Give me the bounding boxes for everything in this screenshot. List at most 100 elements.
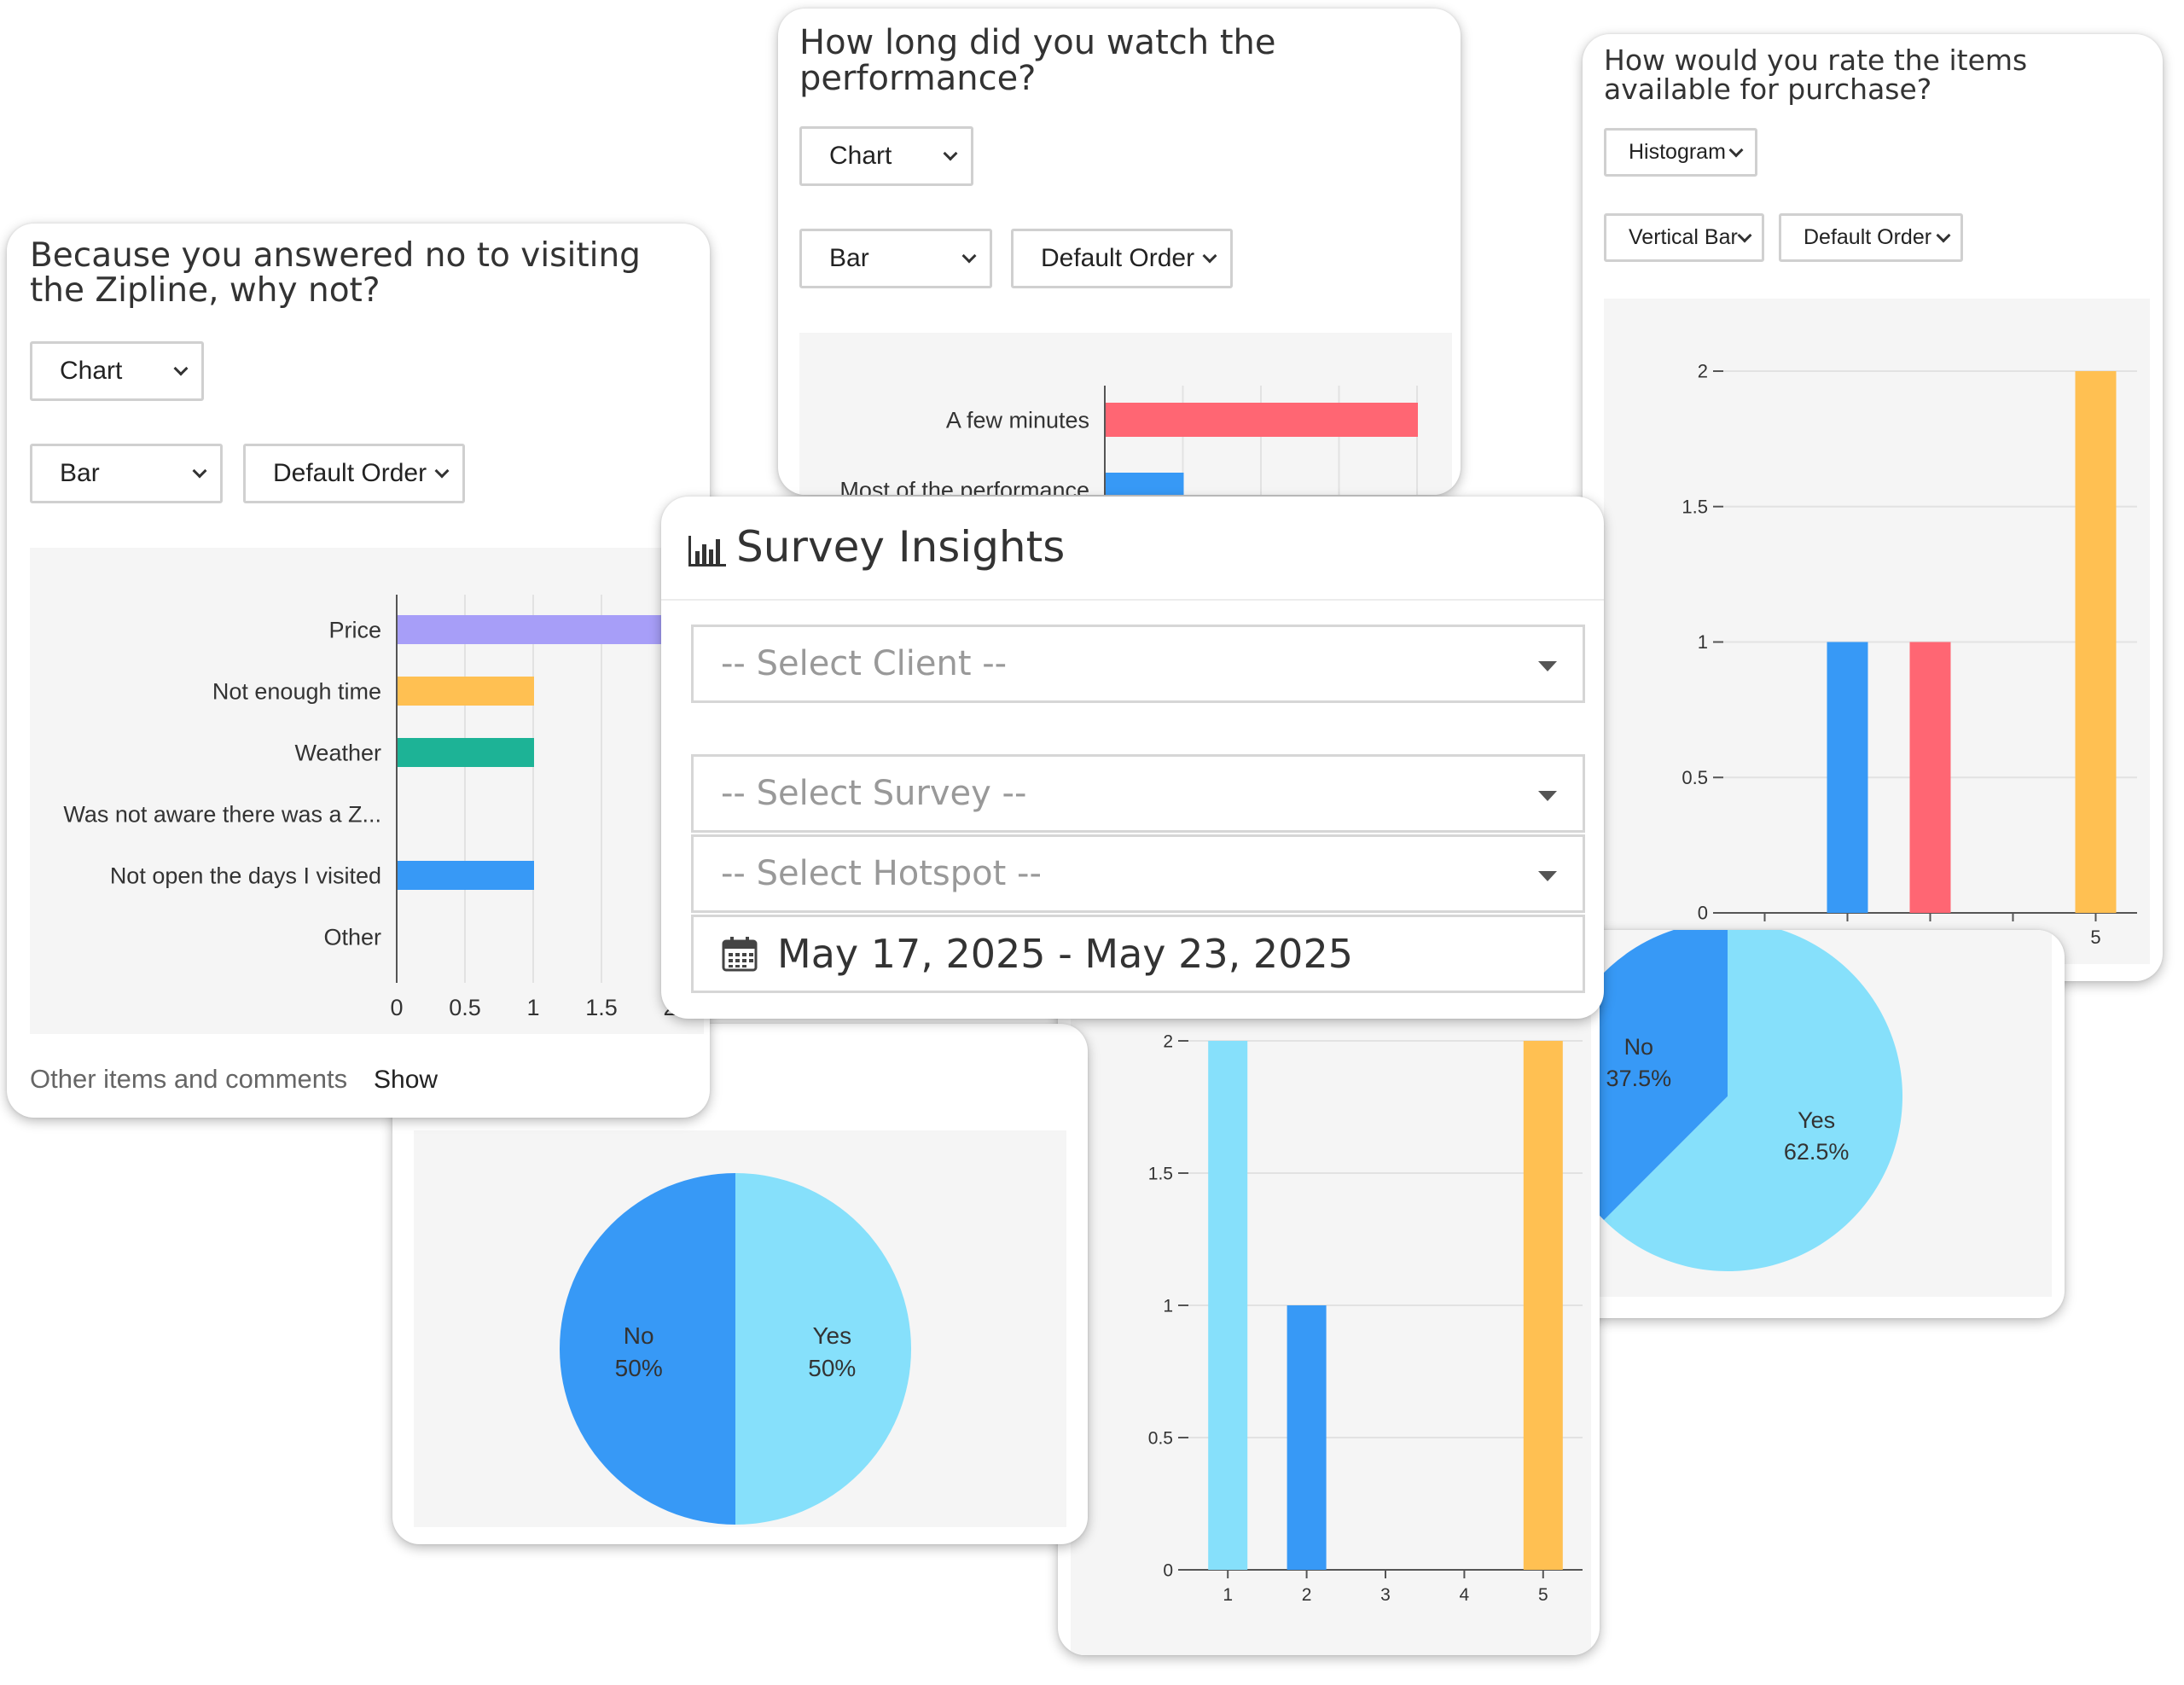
chevron-down-icon (434, 463, 450, 479)
category-label: Weather (294, 740, 381, 765)
hotspot-select-placeholder: -- Select Hotspot -- (721, 854, 1042, 893)
pie-chart-card-left: Yes 50% No 50% (392, 1024, 1088, 1544)
chart-type-select[interactable]: Vertical Bar (1604, 213, 1764, 262)
bar-chart: A few minutes Most of the performance (839, 386, 1418, 495)
slice-percent: 37.5% (1606, 1066, 1672, 1091)
chart-type-value: Bar (60, 459, 100, 487)
items-rating-card: How would you rate the items available f… (1583, 34, 2163, 981)
show-comments-link[interactable]: Show (374, 1066, 439, 1094)
chart-area: Price Not enough time Weather Was not aware… (30, 548, 704, 1034)
x-tick-label: 2 (1302, 1585, 1312, 1605)
other-items-label: Other items and comments (30, 1064, 348, 1094)
x-tick-label: 5 (1538, 1585, 1548, 1605)
pie-chart: Yes 62.5% No 37.5% (1570, 930, 1902, 1271)
category-label: A few minutes (946, 407, 1089, 433)
y-tick-label: 1 (1163, 1296, 1173, 1316)
display-mode-select[interactable]: Chart (799, 126, 973, 186)
bar-chart-card-bottom: 0 0.5 1 1.5 2 1 2 3 4 5 (1058, 981, 1600, 1655)
chart-type-value: Bar (829, 244, 869, 272)
slice-percent: 50% (615, 1355, 663, 1381)
category-label: Other (323, 924, 381, 950)
bar (398, 615, 671, 644)
order-select[interactable]: Default Order (1779, 213, 1963, 262)
y-tick-label: 1 (1698, 631, 1708, 653)
bar-chart-icon (688, 536, 726, 567)
x-tick-label: 0 (390, 995, 403, 1020)
slice-label: Yes (812, 1322, 851, 1349)
x-tick-label: 1 (1223, 1585, 1233, 1605)
hotspot-select[interactable]: -- Select Hotspot -- (691, 834, 1585, 913)
bar (398, 677, 534, 706)
category-label: Not enough time (212, 678, 381, 704)
order-select[interactable]: Default Order (1011, 229, 1233, 288)
caret-down-icon (1538, 791, 1557, 801)
slice-label: Yes (1798, 1107, 1835, 1133)
chevron-down-icon (943, 146, 958, 161)
date-range-input[interactable]: May 17, 2025 - May 23, 2025 (691, 915, 1585, 993)
survey-select[interactable]: -- Select Survey -- (691, 754, 1585, 833)
bar (1827, 642, 1868, 913)
y-tick-label: 1.5 (1682, 496, 1708, 517)
order-value: Default Order (1804, 225, 1932, 249)
bar (1287, 1305, 1327, 1570)
caret-down-icon (1538, 871, 1557, 881)
display-mode-select[interactable]: Histogram (1604, 128, 1757, 177)
question-title: Because you answered no to visiting the … (30, 236, 641, 310)
chart-area: A few minutes Most of the performance (799, 333, 1452, 495)
order-value: Default Order (1041, 244, 1195, 272)
pie-slice (1570, 930, 1728, 1220)
chevron-down-icon (173, 361, 189, 376)
pie-slice (560, 1173, 735, 1525)
category-label: Was not aware there was a Z... (63, 801, 381, 827)
chart-area: Yes 62.5% No 37.5% (1570, 930, 2052, 1297)
question-title: How would you rate the items available f… (1604, 44, 2028, 107)
panel-title: Survey Insights (736, 522, 1066, 572)
category-label: Most of the performance (839, 477, 1089, 495)
bar (1208, 1041, 1248, 1570)
bar (1106, 473, 1184, 495)
survey-select-placeholder: -- Select Survey -- (721, 774, 1027, 813)
slice-label: No (624, 1322, 654, 1349)
bar (1106, 403, 1418, 437)
y-tick-label: 0 (1698, 903, 1708, 924)
chart-type-select[interactable]: Bar (799, 229, 992, 288)
calendar-icon (722, 937, 758, 972)
zipline-question-card: Because you answered no to visiting the … (7, 224, 710, 1118)
slice-percent: 50% (808, 1355, 856, 1381)
x-tick-label: 1.5 (585, 995, 618, 1020)
client-select-placeholder: -- Select Client -- (721, 644, 1008, 683)
survey-insights-panel: Survey Insights -- Select Client -- -- S… (661, 497, 1604, 1019)
caret-down-icon (1538, 661, 1557, 671)
y-tick-label: 2 (1698, 361, 1708, 382)
pie-slice (1604, 930, 1902, 1271)
chevron-down-icon (961, 248, 977, 264)
y-tick-label: 0 (1163, 1560, 1173, 1580)
x-tick-label: 0.5 (449, 995, 481, 1020)
chevron-down-icon (1202, 248, 1217, 264)
x-tick-label: 4 (1460, 1585, 1470, 1605)
order-value: Default Order (273, 459, 427, 487)
pie-chart-card-right: Yes 62.5% No 37.5% (1570, 930, 2065, 1318)
display-mode-value: Chart (829, 142, 892, 170)
category-label: Not open the days I visited (110, 863, 381, 888)
chevron-down-icon (1936, 228, 1951, 242)
x-tick-label: 5 (2090, 927, 2100, 948)
chevron-down-icon (1728, 142, 1744, 157)
display-mode-value: Chart (60, 357, 123, 385)
category-label: Price (328, 617, 381, 642)
client-select[interactable]: -- Select Client -- (691, 625, 1585, 703)
chart-type-value: Vertical Bar (1629, 225, 1738, 249)
bar (398, 861, 534, 890)
display-mode-select[interactable]: Chart (30, 341, 204, 401)
chart-type-select[interactable]: Bar (30, 444, 223, 503)
chevron-down-icon (192, 463, 207, 479)
bar (1523, 1041, 1563, 1570)
order-select[interactable]: Default Order (243, 444, 465, 503)
x-tick-label: 1 (526, 995, 539, 1020)
y-tick-label: 2 (1163, 1031, 1173, 1051)
y-tick-label: 1.5 (1148, 1164, 1173, 1183)
